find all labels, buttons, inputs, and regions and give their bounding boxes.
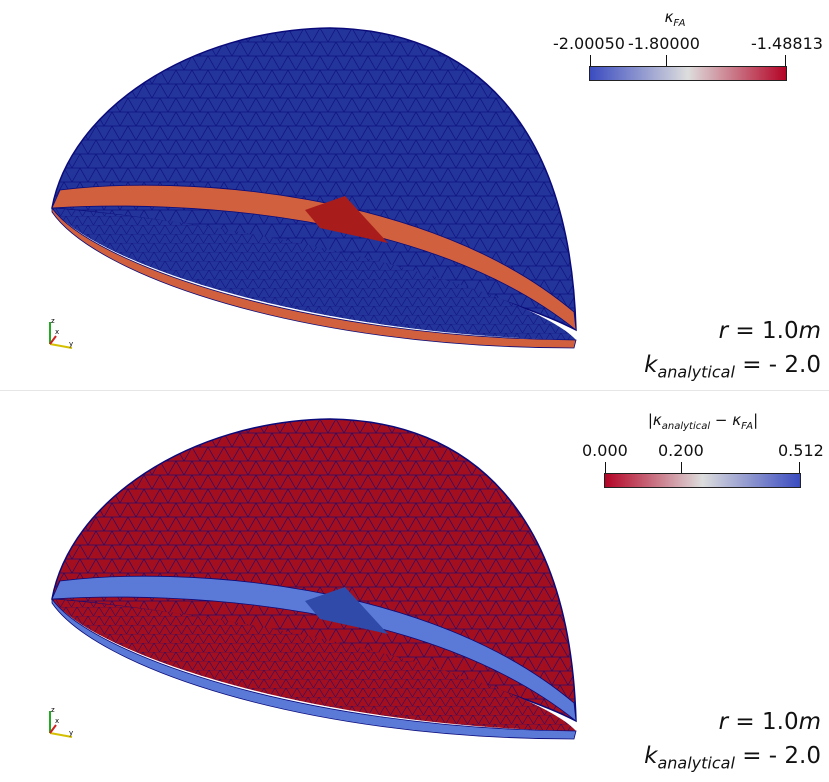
peak-error-patch bbox=[305, 587, 388, 634]
colorbar-tick-mark bbox=[681, 462, 682, 473]
panel-divider bbox=[0, 390, 829, 391]
colorbar-tick-mark bbox=[666, 55, 667, 66]
svg-text:z: z bbox=[51, 706, 55, 714]
radius-label: r = 1.0m bbox=[718, 318, 821, 344]
svg-text:z: z bbox=[51, 317, 55, 325]
colorbar-gradient bbox=[589, 66, 787, 81]
colorbar-gradient bbox=[604, 473, 801, 488]
colorbar-tick-mark bbox=[590, 55, 591, 66]
colorbar-tick-min: -2.00050 bbox=[553, 34, 625, 53]
colorbar-title: |κanalytical − κFA| bbox=[647, 411, 759, 432]
inner-mesh-lines bbox=[52, 599, 576, 731]
colorbar-tick-mid: -1.80000 bbox=[628, 34, 700, 53]
panel-curvature: κFA -2.00050 -1.80000 -1.48813 z x y r =… bbox=[0, 0, 829, 390]
colorbar-tick-max: -1.48813 bbox=[751, 34, 823, 53]
colorbar-tick-mark bbox=[605, 462, 606, 473]
hemisphere-mesh bbox=[51, 27, 577, 349]
colorbar-tick-mark bbox=[785, 55, 786, 66]
colorbar-tick-min: 0.000 bbox=[582, 441, 628, 460]
analytical-curvature-label: kanalytical = - 2.0 bbox=[644, 743, 821, 773]
colorbar-tick-mark bbox=[799, 462, 800, 473]
colorbar-title: κFA bbox=[664, 8, 686, 29]
svg-text:x: x bbox=[55, 717, 59, 725]
panel-error: |κanalytical − κFA| 0.000 0.200 0.512 z … bbox=[0, 391, 829, 782]
svg-text:y: y bbox=[69, 340, 73, 348]
hemisphere-mesh bbox=[51, 418, 577, 740]
peak-patch bbox=[305, 196, 388, 243]
colorbar-tick-mid: 0.200 bbox=[658, 441, 704, 460]
inner-mesh-lines bbox=[52, 208, 576, 340]
orientation-axes-icon: z x y bbox=[49, 706, 73, 738]
analytical-curvature-label: kanalytical = - 2.0 bbox=[644, 352, 821, 382]
colorbar-tick-max: 0.512 bbox=[778, 441, 824, 460]
radius-label: r = 1.0m bbox=[718, 709, 821, 735]
svg-text:x: x bbox=[55, 328, 59, 336]
rim-band bbox=[51, 206, 577, 349]
rim-band bbox=[51, 597, 577, 740]
orientation-axes-icon: z x y bbox=[49, 317, 73, 349]
svg-text:y: y bbox=[69, 729, 73, 737]
